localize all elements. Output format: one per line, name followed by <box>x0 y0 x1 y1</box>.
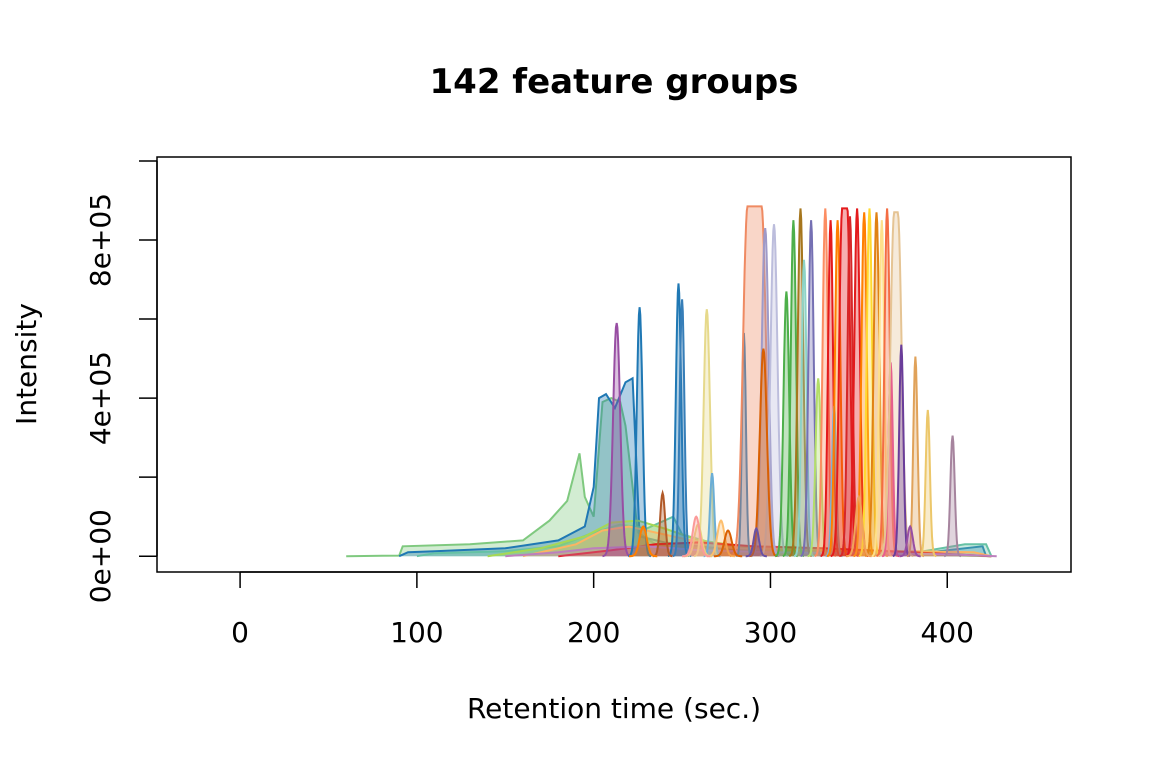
series-area-39 <box>878 212 914 557</box>
series-area-43 <box>944 435 961 557</box>
series-line-33 <box>853 212 876 558</box>
y-tick-label: 8e+05 <box>84 193 117 287</box>
series-area-24 <box>800 220 822 557</box>
series-line-10 <box>672 299 692 558</box>
series-area-38 <box>882 362 900 557</box>
series-area-14 <box>629 526 658 557</box>
series-area-21 <box>782 220 804 557</box>
series-area-12 <box>703 473 721 557</box>
series-line-20 <box>774 291 798 558</box>
x-tick-label: 100 <box>390 616 443 649</box>
series-area-44 <box>899 526 921 557</box>
series-line-29 <box>826 220 849 558</box>
series-line-13 <box>652 489 673 558</box>
series-area-19 <box>749 348 778 557</box>
series-line-37 <box>876 208 898 558</box>
series-line-19 <box>749 348 778 558</box>
series-line-8 <box>628 307 652 558</box>
series-area-36 <box>871 220 892 557</box>
x-tick-label: 0 <box>231 616 249 649</box>
series-line-17 <box>750 227 780 558</box>
series-line-9 <box>667 283 690 558</box>
series-line-25 <box>807 378 829 558</box>
series-area-32 <box>845 208 869 557</box>
series-area-34 <box>858 208 881 557</box>
series-area-45 <box>846 496 872 557</box>
series-area-25 <box>807 378 829 557</box>
series-area-50 <box>713 530 743 557</box>
series-area-47 <box>683 524 713 557</box>
x-axis-label: Retention time (sec.) <box>467 692 761 725</box>
series-area-31 <box>840 216 860 557</box>
series-area-37 <box>876 208 898 557</box>
series-area-18 <box>759 224 789 557</box>
series-area-35 <box>865 212 888 557</box>
series-area-29 <box>827 220 849 557</box>
series-line-49 <box>682 515 711 558</box>
series-area-33 <box>853 212 875 557</box>
series-area-26 <box>814 208 836 557</box>
series-area-10 <box>672 299 692 557</box>
series-line-43 <box>943 435 962 558</box>
series-area-27 <box>820 220 841 557</box>
series-area-13 <box>652 493 673 557</box>
series-line-26 <box>814 208 837 558</box>
series-line-21 <box>782 220 805 558</box>
series-area-20 <box>775 291 798 557</box>
series-line-30 <box>830 207 859 558</box>
series-area-42 <box>919 410 937 557</box>
series-area-7 <box>602 323 631 557</box>
series-line-7 <box>602 322 631 558</box>
series-line-46 <box>706 519 736 558</box>
series-area-46 <box>706 520 736 557</box>
x-axis: 0 100 200 300 400 <box>231 571 974 649</box>
y-tick-label: 4e+05 <box>84 351 117 445</box>
series-area-8 <box>628 307 651 557</box>
series-line-36 <box>871 220 892 558</box>
series-line-27 <box>820 220 841 558</box>
series-line-14 <box>629 525 658 558</box>
series-line-41 <box>906 356 925 558</box>
series-line-6 <box>505 545 997 558</box>
series-area-15 <box>736 332 752 557</box>
chart-title: 142 feature groups <box>430 62 799 102</box>
series-line-34 <box>858 208 881 558</box>
series-line-44 <box>899 524 921 558</box>
series-line-42 <box>919 409 937 558</box>
series-line-18 <box>759 224 789 558</box>
series-area-23 <box>794 259 814 557</box>
y-tick-label: 0e+00 <box>84 509 117 603</box>
series-area-48 <box>745 528 767 557</box>
series-layer <box>346 205 997 558</box>
series-line-23 <box>793 259 815 558</box>
series-area-16 <box>729 206 780 557</box>
x-tick-label: 300 <box>744 616 797 649</box>
series-line-40 <box>892 344 911 558</box>
series-area-49 <box>682 516 711 557</box>
y-axis: 0e+00 4e+05 8e+05 <box>84 160 158 603</box>
series-area-40 <box>892 344 910 557</box>
series-area-11 <box>694 309 720 557</box>
series-line-48 <box>745 526 767 558</box>
x-tick-label: 400 <box>921 616 974 649</box>
series-line-50 <box>713 529 743 558</box>
series-line-22 <box>788 208 813 558</box>
series-area-28 <box>825 406 843 557</box>
series-line-45 <box>845 494 872 558</box>
y-axis-label: Intensity <box>10 303 43 425</box>
x-tick-label: 200 <box>567 616 620 649</box>
series-area-41 <box>906 356 924 557</box>
